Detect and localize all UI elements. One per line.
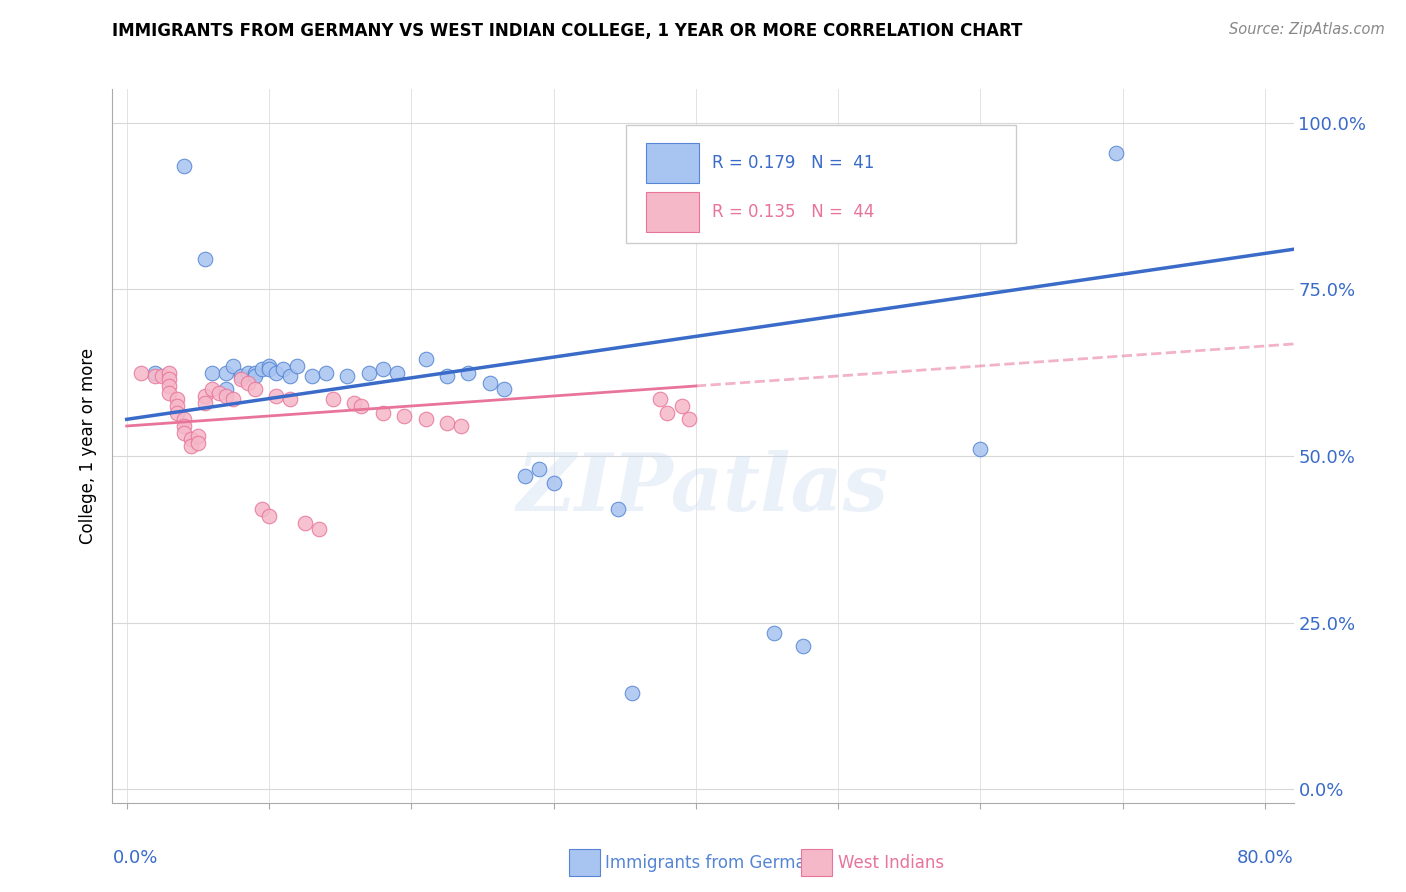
- Point: [201, 382, 224, 396]
- Point: [308, 522, 330, 536]
- Point: [250, 502, 273, 516]
- Text: 0.0%: 0.0%: [112, 849, 157, 867]
- Point: [792, 639, 814, 653]
- Point: [173, 412, 195, 426]
- Point: [529, 462, 551, 476]
- Point: [180, 433, 202, 447]
- Point: [264, 389, 287, 403]
- Point: [271, 362, 294, 376]
- FancyBboxPatch shape: [647, 144, 699, 184]
- Point: [1331, 689, 1354, 703]
- Point: [157, 366, 180, 380]
- Point: [229, 372, 252, 386]
- Point: [280, 368, 302, 383]
- Point: [415, 412, 437, 426]
- Point: [194, 389, 217, 403]
- Point: [392, 409, 415, 423]
- Point: [257, 509, 280, 524]
- Text: IMMIGRANTS FROM GERMANY VS WEST INDIAN COLLEGE, 1 YEAR OR MORE CORRELATION CHART: IMMIGRANTS FROM GERMANY VS WEST INDIAN C…: [112, 22, 1022, 40]
- Point: [215, 366, 238, 380]
- Point: [257, 359, 280, 373]
- Point: [436, 416, 458, 430]
- Point: [415, 352, 437, 367]
- Point: [157, 372, 180, 386]
- FancyBboxPatch shape: [626, 125, 1017, 243]
- Text: ZIPatlas: ZIPatlas: [517, 450, 889, 527]
- Point: [336, 368, 359, 383]
- Point: [643, 132, 665, 146]
- Text: 80.0%: 80.0%: [1237, 849, 1294, 867]
- Point: [287, 359, 309, 373]
- Point: [371, 406, 394, 420]
- Point: [371, 362, 394, 376]
- Point: [250, 362, 273, 376]
- Point: [294, 516, 316, 530]
- Point: [173, 419, 195, 434]
- Text: R = 0.179   N =  41: R = 0.179 N = 41: [713, 154, 875, 172]
- Point: [243, 382, 266, 396]
- Point: [322, 392, 344, 407]
- Point: [236, 366, 259, 380]
- Point: [243, 366, 266, 380]
- Point: [222, 359, 245, 373]
- Point: [357, 366, 380, 380]
- Point: [650, 392, 672, 407]
- Point: [264, 366, 287, 380]
- Text: West Indians: West Indians: [838, 854, 943, 871]
- Point: [671, 399, 693, 413]
- Point: [650, 132, 672, 146]
- Point: [194, 252, 217, 267]
- Point: [236, 376, 259, 390]
- Y-axis label: College, 1 year or more: College, 1 year or more: [79, 348, 97, 544]
- Point: [257, 362, 280, 376]
- Point: [678, 412, 700, 426]
- Point: [215, 389, 238, 403]
- Point: [229, 368, 252, 383]
- Point: [243, 368, 266, 383]
- Point: [173, 159, 195, 173]
- Point: [143, 368, 166, 383]
- Point: [657, 406, 679, 420]
- Point: [194, 395, 217, 409]
- Point: [143, 366, 166, 380]
- Point: [129, 366, 152, 380]
- Point: [166, 399, 188, 413]
- Point: [173, 425, 195, 440]
- Point: [208, 385, 231, 400]
- Point: [350, 399, 373, 413]
- Point: [166, 406, 188, 420]
- Point: [157, 379, 180, 393]
- Point: [478, 376, 501, 390]
- Point: [1104, 145, 1126, 160]
- Point: [180, 439, 202, 453]
- Text: Source: ZipAtlas.com: Source: ZipAtlas.com: [1229, 22, 1385, 37]
- Point: [513, 469, 536, 483]
- Point: [315, 366, 337, 380]
- FancyBboxPatch shape: [647, 192, 699, 232]
- Point: [969, 442, 991, 457]
- Point: [620, 686, 643, 700]
- Point: [301, 368, 323, 383]
- Point: [450, 419, 472, 434]
- Point: [215, 382, 238, 396]
- Point: [187, 435, 209, 450]
- Point: [222, 392, 245, 407]
- Point: [166, 392, 188, 407]
- Point: [543, 475, 565, 490]
- Point: [157, 385, 180, 400]
- Point: [201, 366, 224, 380]
- Point: [150, 368, 173, 383]
- Point: [343, 395, 366, 409]
- Point: [187, 429, 209, 443]
- Point: [280, 392, 302, 407]
- Text: Immigrants from Germany: Immigrants from Germany: [605, 854, 825, 871]
- Text: R = 0.135   N =  44: R = 0.135 N = 44: [713, 203, 875, 221]
- Point: [606, 502, 628, 516]
- Point: [763, 625, 786, 640]
- Point: [436, 368, 458, 383]
- Point: [492, 382, 515, 396]
- Point: [457, 366, 479, 380]
- Point: [385, 366, 408, 380]
